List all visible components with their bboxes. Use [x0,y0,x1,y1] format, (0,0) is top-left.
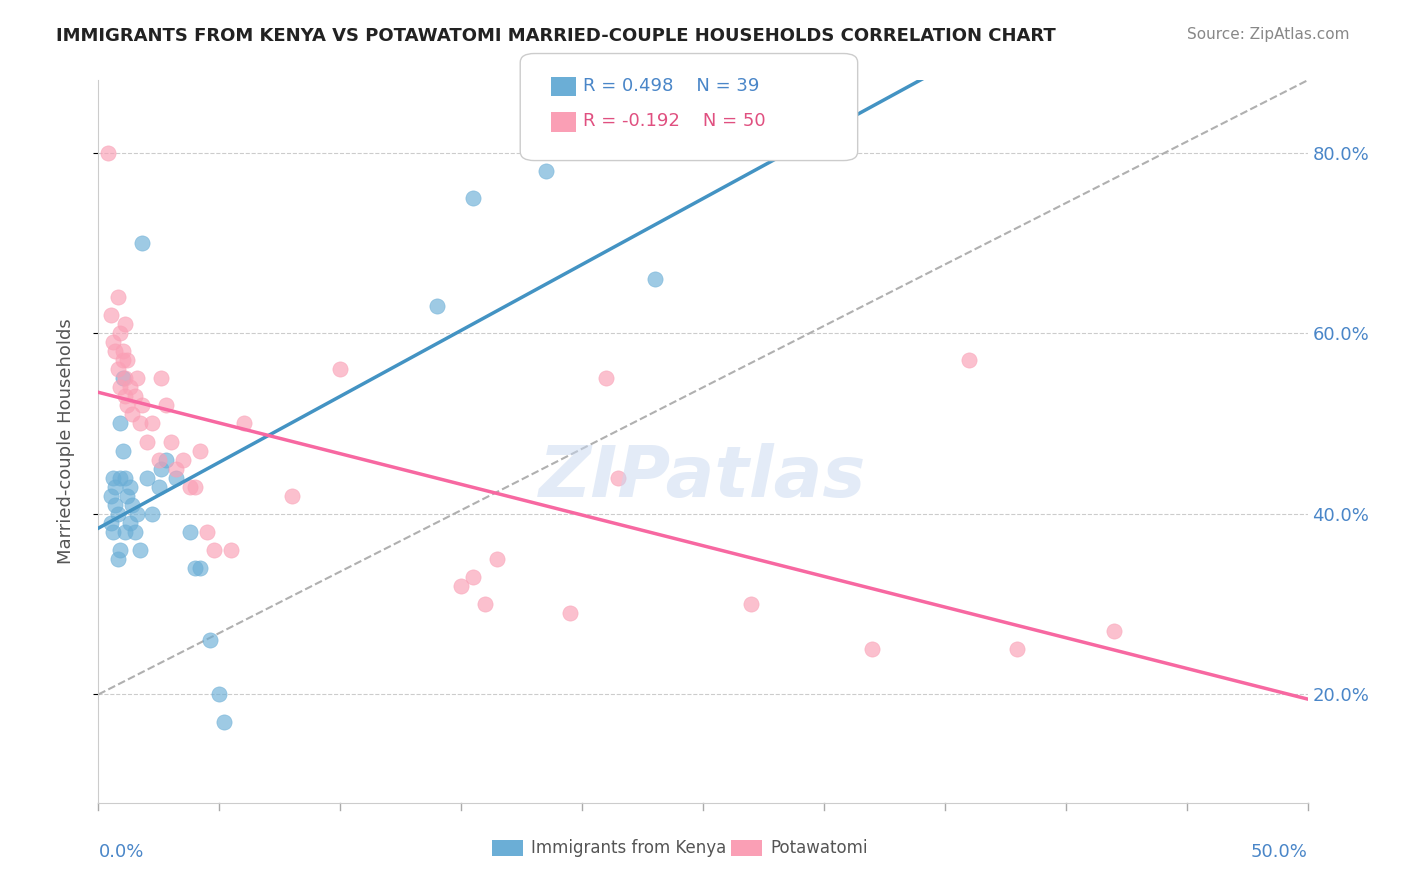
Text: R = -0.192    N = 50: R = -0.192 N = 50 [583,112,766,130]
Point [463,191,485,205]
Point [198,633,221,648]
Point [184,480,207,494]
Point [121,498,143,512]
Point [107,290,129,304]
Point [644,272,666,286]
Point [329,362,352,376]
Point [957,353,980,368]
Point [232,417,254,431]
Point [127,371,149,385]
Point [179,480,201,494]
Text: Source: ZipAtlas.com: Source: ZipAtlas.com [1187,27,1350,42]
Point [111,371,134,385]
Point [165,461,187,475]
Point [195,524,218,539]
Point [111,443,134,458]
Point [281,489,304,503]
Point [101,471,124,485]
Text: Potawatomi: Potawatomi [770,839,868,857]
Point [108,326,131,341]
Point [114,317,136,331]
Point [107,362,129,376]
Text: Immigrants from Kenya: Immigrants from Kenya [531,839,727,857]
Point [204,542,226,557]
Point [558,606,581,620]
Point [131,398,153,412]
Point [150,371,173,385]
Point [141,417,163,431]
Point [131,235,153,250]
Point [165,471,187,485]
Point [150,461,173,475]
Point [100,489,122,503]
Point [118,380,141,394]
Point [104,344,127,359]
Text: IMMIGRANTS FROM KENYA VS POTAWATOMI MARRIED-COUPLE HOUSEHOLDS CORRELATION CHART: IMMIGRANTS FROM KENYA VS POTAWATOMI MARR… [56,27,1056,45]
Point [117,489,139,503]
Point [101,524,124,539]
Text: ZIPatlas: ZIPatlas [540,443,866,512]
Point [135,434,157,449]
Point [128,417,150,431]
Point [426,299,449,313]
Point [740,597,762,611]
Point [114,471,136,485]
Point [160,434,183,449]
Point [188,443,211,458]
Point [97,145,120,160]
Point [486,552,509,566]
Point [148,452,170,467]
Point [135,471,157,485]
Text: R = 0.498    N = 39: R = 0.498 N = 39 [583,77,759,95]
Point [108,417,131,431]
Y-axis label: Married-couple Households: Married-couple Households [56,318,75,565]
Point [101,335,124,350]
Text: 50.0%: 50.0% [1251,844,1308,862]
Point [114,524,136,539]
Point [104,480,127,494]
Point [114,389,136,403]
Point [108,471,131,485]
Point [107,507,129,521]
Text: 0.0%: 0.0% [98,844,143,862]
Point [860,642,883,657]
Point [104,498,127,512]
Point [463,570,485,584]
Point [121,408,143,422]
Point [179,524,201,539]
Point [221,542,243,557]
Point [474,597,496,611]
Point [100,308,122,322]
Point [127,507,149,521]
Point [141,507,163,521]
Point [172,452,194,467]
Point [184,561,207,575]
Point [1102,624,1125,639]
Point [114,371,136,385]
Point [155,398,177,412]
Point [1007,642,1029,657]
Point [148,480,170,494]
Point [208,687,231,701]
Point [100,516,122,530]
Point [607,471,630,485]
Point [108,380,131,394]
Point [124,524,146,539]
Point [450,579,472,593]
Point [124,389,146,403]
Point [128,542,150,557]
Point [118,516,141,530]
Point [118,480,141,494]
Point [188,561,211,575]
Point [212,714,235,729]
Point [107,552,129,566]
Point [117,353,139,368]
Point [155,452,177,467]
Point [111,353,134,368]
Point [111,344,134,359]
Point [108,542,131,557]
Point [534,163,557,178]
Point [117,398,139,412]
Point [595,371,617,385]
